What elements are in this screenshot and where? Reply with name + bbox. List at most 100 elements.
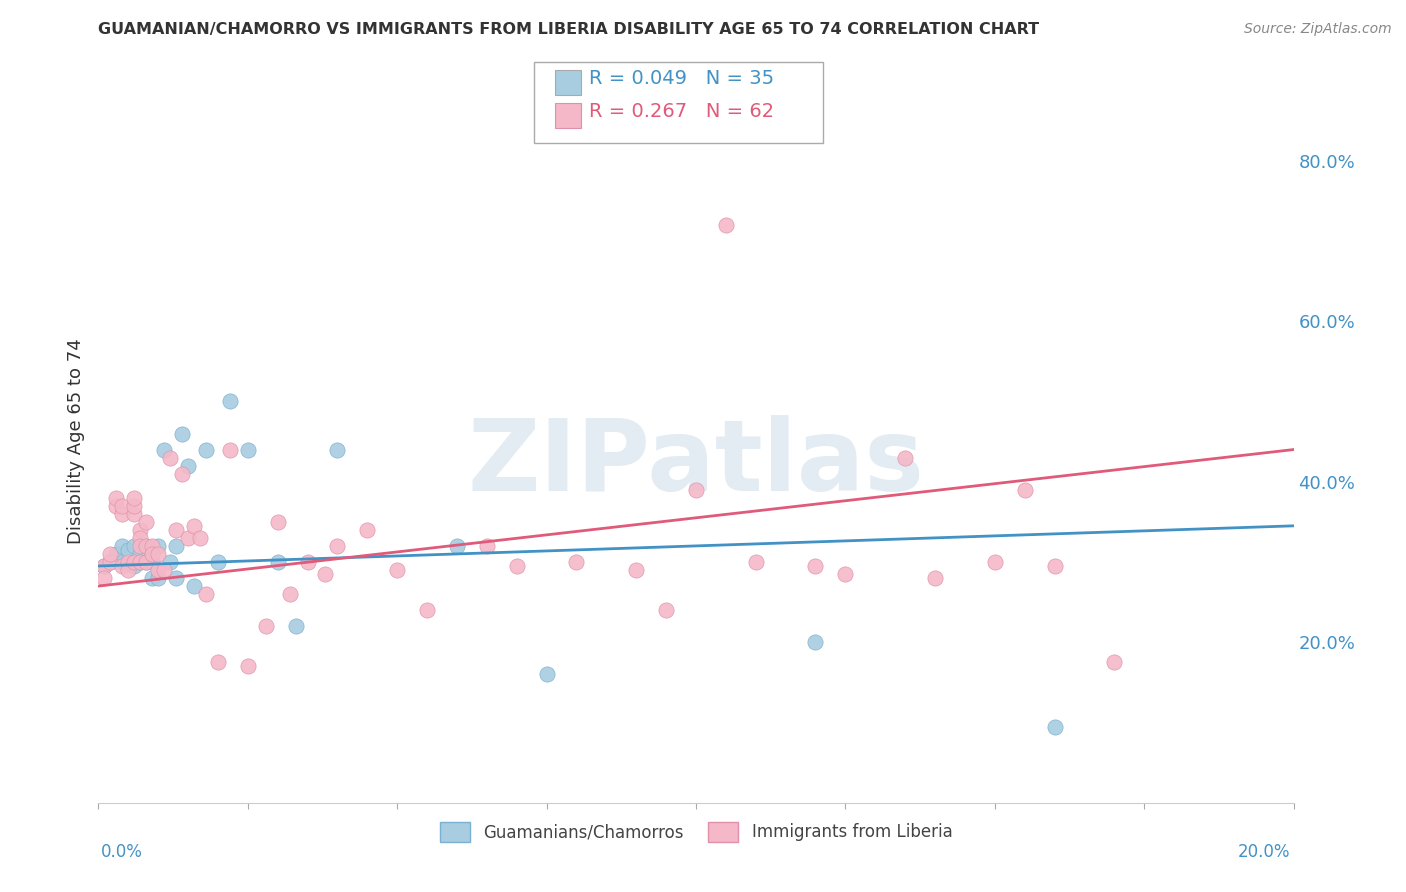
Point <box>129 531 152 545</box>
Point <box>117 542 139 557</box>
Point <box>804 558 827 574</box>
Point <box>159 450 181 465</box>
Text: 0.0%: 0.0% <box>101 843 143 861</box>
Point <box>111 555 134 569</box>
Point <box>135 555 157 569</box>
Point <box>148 547 170 561</box>
Point <box>111 539 134 553</box>
Point <box>129 523 152 537</box>
Text: R = 0.049   N = 35: R = 0.049 N = 35 <box>589 69 775 88</box>
Point <box>141 571 163 585</box>
Point <box>141 539 163 553</box>
Point <box>124 558 146 574</box>
Point <box>93 558 115 574</box>
Point <box>207 555 229 569</box>
Point <box>98 547 122 561</box>
Point <box>207 655 229 669</box>
Point <box>124 499 146 513</box>
Point <box>326 539 349 553</box>
Point <box>183 518 205 533</box>
Text: 20.0%: 20.0% <box>1239 843 1291 861</box>
Point <box>267 555 290 569</box>
Point <box>284 619 307 633</box>
Point <box>135 539 157 553</box>
Point <box>111 558 134 574</box>
Point <box>506 558 529 574</box>
Point <box>685 483 707 497</box>
Point <box>124 507 146 521</box>
Point <box>924 571 946 585</box>
Point <box>129 555 152 569</box>
Point <box>165 523 187 537</box>
Point <box>117 555 139 569</box>
Point <box>111 499 134 513</box>
Point <box>1043 558 1066 574</box>
Legend: Guamanians/Chamorros, Immigrants from Liberia: Guamanians/Chamorros, Immigrants from Li… <box>433 815 959 848</box>
Point <box>105 547 128 561</box>
Point <box>565 555 588 569</box>
Point <box>165 539 187 553</box>
Point <box>446 539 468 553</box>
Point <box>984 555 1007 569</box>
Point <box>141 547 163 561</box>
Point <box>148 539 170 553</box>
Point <box>315 567 337 582</box>
Point <box>219 394 242 409</box>
Point <box>195 587 218 601</box>
Point <box>326 442 349 457</box>
Point <box>236 659 259 673</box>
Point <box>297 555 319 569</box>
Point <box>356 523 378 537</box>
Point <box>219 442 242 457</box>
Point <box>1043 719 1066 733</box>
Point <box>172 426 194 441</box>
Point <box>148 563 170 577</box>
Point <box>188 531 211 545</box>
Point <box>135 515 157 529</box>
Point <box>159 555 181 569</box>
Point <box>153 442 176 457</box>
Point <box>1014 483 1036 497</box>
Point <box>135 555 157 569</box>
Point <box>267 515 290 529</box>
Text: GUAMANIAN/CHAMORRO VS IMMIGRANTS FROM LIBERIA DISABILITY AGE 65 TO 74 CORRELATIO: GUAMANIAN/CHAMORRO VS IMMIGRANTS FROM LI… <box>98 22 1039 37</box>
Point <box>385 563 409 577</box>
Point <box>129 539 152 553</box>
Point <box>655 603 678 617</box>
Point <box>172 467 194 481</box>
Point <box>124 539 146 553</box>
Point <box>124 555 146 569</box>
Point <box>475 539 498 553</box>
Point <box>894 450 917 465</box>
Point <box>714 218 737 232</box>
Point <box>153 563 176 577</box>
Point <box>195 442 218 457</box>
Point <box>278 587 301 601</box>
Point <box>165 571 187 585</box>
Point <box>93 571 115 585</box>
Point <box>111 507 134 521</box>
Point <box>124 491 146 505</box>
Point <box>117 555 139 569</box>
Text: Source: ZipAtlas.com: Source: ZipAtlas.com <box>1244 22 1392 37</box>
Point <box>129 555 152 569</box>
Point <box>236 442 259 457</box>
Point <box>135 539 157 553</box>
Point <box>804 635 827 649</box>
Point <box>626 563 648 577</box>
Point <box>177 531 200 545</box>
Point <box>98 555 122 569</box>
Point <box>98 555 122 569</box>
Point <box>416 603 439 617</box>
Point <box>105 499 128 513</box>
Point <box>141 555 163 569</box>
Point <box>177 458 200 473</box>
Point <box>129 547 152 561</box>
Point <box>148 571 170 585</box>
Point <box>834 567 856 582</box>
Point <box>1104 655 1126 669</box>
Point <box>93 558 115 574</box>
Point <box>745 555 768 569</box>
Point <box>105 491 128 505</box>
Y-axis label: Disability Age 65 to 74: Disability Age 65 to 74 <box>66 339 84 544</box>
